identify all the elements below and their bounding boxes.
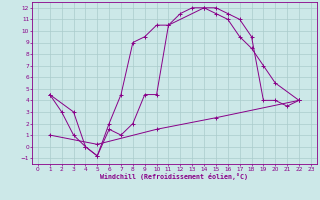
X-axis label: Windchill (Refroidissement éolien,°C): Windchill (Refroidissement éolien,°C) (100, 173, 248, 180)
